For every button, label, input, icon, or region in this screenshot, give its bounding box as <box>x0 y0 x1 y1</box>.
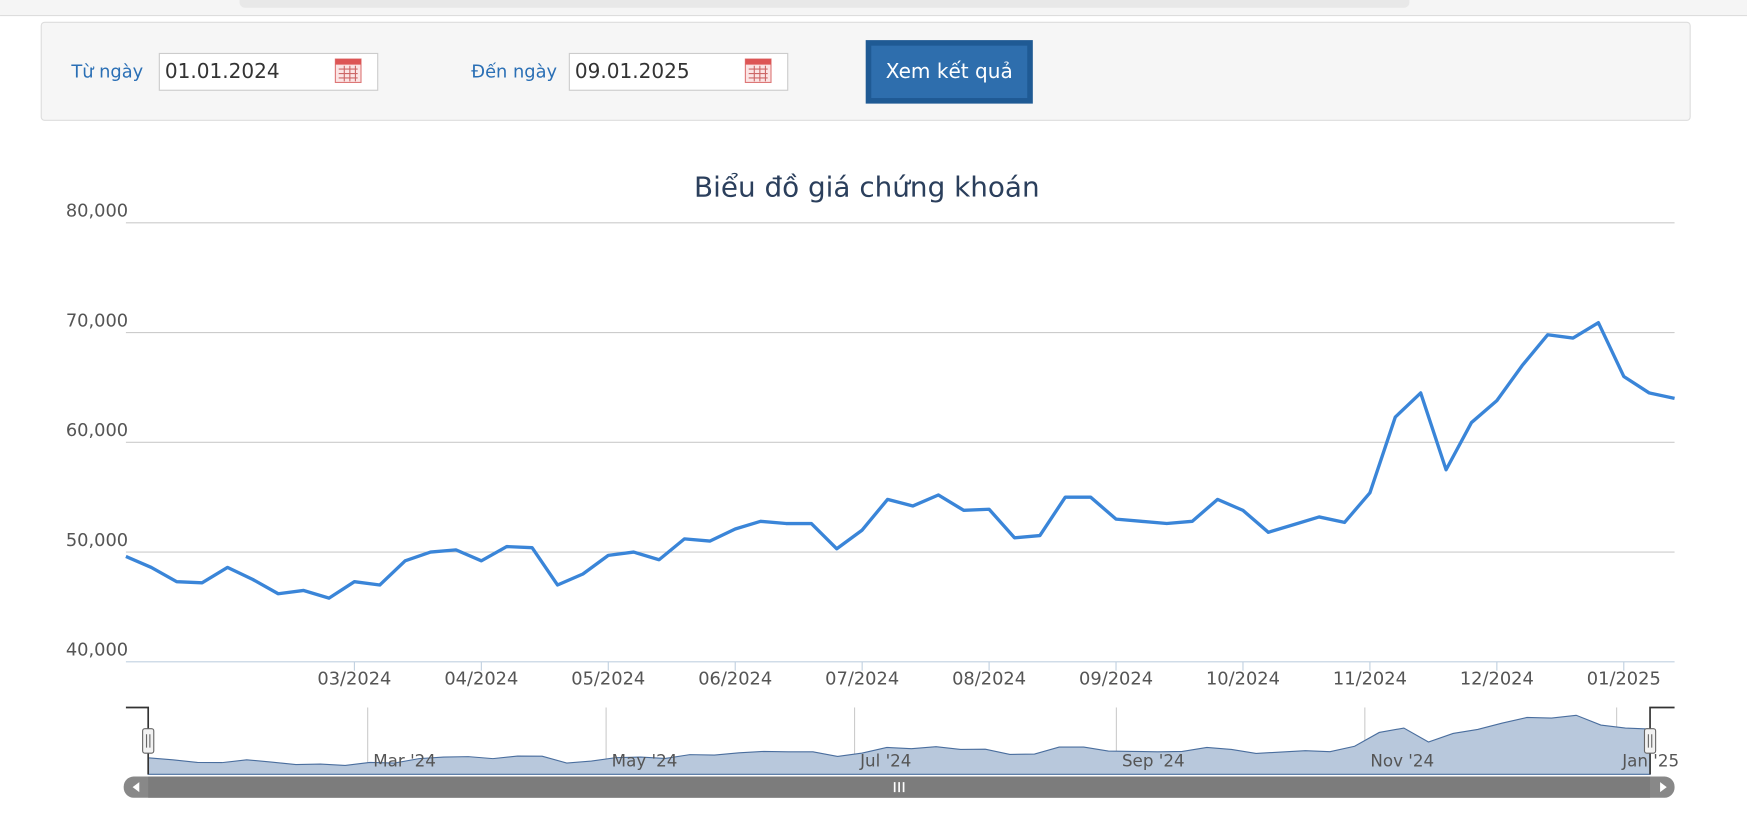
y-tick-label: 60,000 <box>66 420 128 441</box>
x-tick-label: 03/2024 <box>317 669 391 690</box>
navigator-label: Sep '24 <box>1122 751 1185 771</box>
from-value: 01.01.2024 <box>165 59 280 83</box>
x-tick-label: 01/2025 <box>1587 669 1661 690</box>
submit-button-face <box>871 45 1028 99</box>
x-tick-label: 10/2024 <box>1206 669 1280 690</box>
y-tick-label: 50,000 <box>66 530 128 551</box>
navigator-label: Mar '24 <box>373 751 436 771</box>
to-label: Đến ngày <box>471 61 557 82</box>
navigator-handle[interactable] <box>1643 728 1657 754</box>
x-tick-label: 09/2024 <box>1079 669 1153 690</box>
x-tick-label: 08/2024 <box>952 669 1026 690</box>
price-line <box>125 321 1675 600</box>
calendar-icon[interactable] <box>744 58 772 84</box>
chart-title: Biểu đồ giá chứng khoán <box>694 170 1040 203</box>
handle-grip <box>1647 734 1653 748</box>
x-tick-label: 05/2024 <box>571 669 645 690</box>
x-tick-label: 04/2024 <box>444 669 518 690</box>
navigator-label: Nov '24 <box>1370 751 1434 771</box>
scroll-left[interactable] <box>132 782 140 793</box>
navigator-label: May '24 <box>612 751 678 771</box>
handle-grip <box>145 734 151 748</box>
scrollbar-grip <box>893 782 905 793</box>
y-tick-label: 70,000 <box>66 310 128 331</box>
x-tick-label: 11/2024 <box>1333 669 1407 690</box>
y-tick-label: 40,000 <box>66 640 128 661</box>
navigator-handle[interactable] <box>142 728 155 754</box>
from-label: Từ ngày <box>70 61 143 82</box>
navigator-label: Jul '24 <box>859 751 911 771</box>
y-tick-label: 80,000 <box>66 201 128 222</box>
navigator-area <box>147 714 1651 775</box>
x-tick-label: 06/2024 <box>698 669 772 690</box>
x-tick-label: 07/2024 <box>825 669 899 690</box>
address-field[interactable] <box>239 0 1410 8</box>
scroll-right[interactable] <box>1660 782 1667 793</box>
x-tick-label: 12/2024 <box>1460 669 1534 690</box>
calendar-icon[interactable] <box>334 58 362 84</box>
to-value: 09.01.2025 <box>575 59 690 83</box>
submit-label: Xem kết quả <box>886 59 1013 83</box>
